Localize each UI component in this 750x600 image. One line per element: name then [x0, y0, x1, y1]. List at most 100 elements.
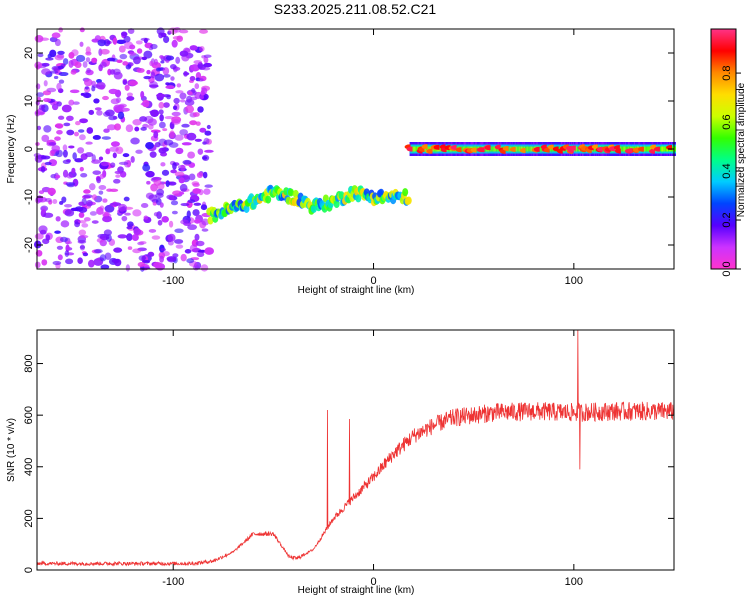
spectrogram-cell: [154, 73, 165, 82]
colorbar-ticks: 0.0 0.2 0.4 0.6 0.8: [721, 65, 741, 277]
spectrogram-cell: [56, 82, 62, 91]
spectrogram-cell: [57, 50, 65, 55]
spectrogram-cell: [49, 150, 55, 157]
spectrogram-cell: [134, 126, 140, 132]
spectrogram-cell: [92, 170, 102, 175]
spectrogram-cell: [40, 165, 46, 173]
spectrogram-cell: [292, 189, 299, 198]
spectrogram-cell: [99, 205, 105, 211]
spectrogram-cell: [117, 234, 128, 239]
spectrogram-cell: [91, 57, 98, 64]
spectrogram-cell: [109, 69, 116, 75]
spectrogram-cell: [150, 43, 158, 50]
spectrogram-cell: [199, 127, 207, 133]
spectrogram-cell: [80, 173, 88, 178]
spectrogram-cell: [77, 257, 83, 265]
spectrogram-cell: [265, 195, 272, 204]
spectrogram-cell: [98, 156, 104, 161]
spectrogram-cell: [113, 178, 121, 184]
spectrogram-cell: [179, 92, 187, 100]
spectrogram-cell: [112, 116, 118, 120]
spectrogram-cell: [77, 220, 87, 224]
spectrogram-cell: [55, 174, 61, 179]
spectrogram-cell: [41, 62, 50, 67]
spectrogram-cell: [159, 114, 164, 122]
spectrogram-cell: [540, 146, 543, 152]
spectrogram-cell: [99, 61, 107, 68]
spectrogram-cell: [97, 39, 107, 47]
spectrogram-cell: [65, 258, 74, 265]
spectrogram-cell: [103, 128, 110, 133]
spectrogram-cell: [110, 98, 120, 105]
spectrogram-cell: [643, 146, 646, 152]
spectrogram-cell: [79, 118, 88, 124]
spectrogram-cell: [121, 215, 128, 222]
spectrogram-cell: [139, 240, 147, 245]
spectrogram-cell: [186, 258, 195, 264]
spectrogram-cells: [33, 27, 676, 272]
spectrogram-cell: [153, 179, 162, 186]
spectrogram-cell: [111, 258, 120, 264]
spectrogram-cell: [143, 37, 148, 44]
spectrogram-cell: [65, 244, 70, 253]
spectrogram-cell: [158, 32, 164, 39]
spectrogram-cell: [126, 160, 132, 168]
spectrogram-cell: [200, 264, 209, 272]
spectrogram-cell: [188, 91, 193, 95]
spectrogram-cell: [155, 67, 162, 72]
spectrogram-cell: [79, 134, 86, 141]
spectrogram-cell: [142, 163, 151, 172]
spectrogram-cell: [180, 219, 189, 225]
y-tick-label: 10: [23, 95, 35, 107]
spectrogram-cell: [89, 211, 97, 216]
spectrogram-cell: [493, 146, 496, 152]
spectrogram-cell: [48, 70, 59, 74]
x-tick-label: 0: [370, 576, 376, 588]
spectrogram-cell: [195, 121, 201, 126]
y-tick-label: 20: [23, 47, 35, 59]
spectrogram-cell: [174, 171, 185, 177]
spectrogram-cell: [153, 58, 158, 66]
y-tick-label: -20: [23, 237, 35, 253]
spectrogram-cell: [76, 54, 86, 63]
spectrogram-cell: [56, 123, 63, 129]
spectrogram-cell: [66, 115, 74, 122]
spectrogram-cell: [56, 245, 64, 250]
spectrogram-cell: [96, 110, 103, 116]
spectrogram-cell: [287, 188, 294, 197]
spectrogram-cell: [170, 64, 177, 70]
spectrogram-cell: [157, 219, 163, 226]
spectrogram-cell: [109, 146, 119, 152]
spectrogram-cell: [660, 146, 663, 152]
spectrogram-cell: [164, 116, 174, 120]
colorbar: 0.0 0.2 0.4 0.6 0.8 Normalized spectral ampl…: [710, 28, 747, 277]
spectrogram-cell: [166, 256, 177, 262]
spectrogram-cell: [68, 145, 75, 149]
spectrogram-cell: [91, 159, 101, 164]
spectrogram-cell: [132, 248, 142, 254]
spectrogram-cell: [106, 188, 113, 192]
spectrogram-cell: [202, 171, 208, 179]
spectrogram-cell: [72, 101, 80, 105]
spectrogram-cell: [517, 146, 520, 152]
spectrogram-cell: [36, 125, 42, 131]
spectrogram-cell: [174, 239, 184, 244]
spectrogram-cell: [151, 235, 161, 240]
spectrogram-cell: [185, 105, 195, 114]
spectrogram-cell: [156, 188, 165, 196]
spectrogram-cell: [132, 119, 142, 126]
spectrogram-cell: [84, 78, 93, 87]
spectrogram-cell: [60, 63, 66, 68]
spectrogram-cell: [51, 32, 61, 39]
spectrogram-cell: [34, 261, 41, 269]
spectrogram-cell: [165, 55, 175, 61]
spectrogram-cell: [152, 201, 157, 206]
spectrogram-cell: [38, 225, 48, 234]
spectrogram-cell: [200, 204, 208, 211]
spectrogram-cell: [149, 81, 158, 89]
spectrogram-cell: [189, 96, 198, 101]
spectrogram-cell: [168, 181, 177, 186]
spectrogram-cell: [113, 247, 123, 253]
spectrogram-cell: [170, 200, 179, 206]
spectrogram-cell: [146, 180, 151, 185]
